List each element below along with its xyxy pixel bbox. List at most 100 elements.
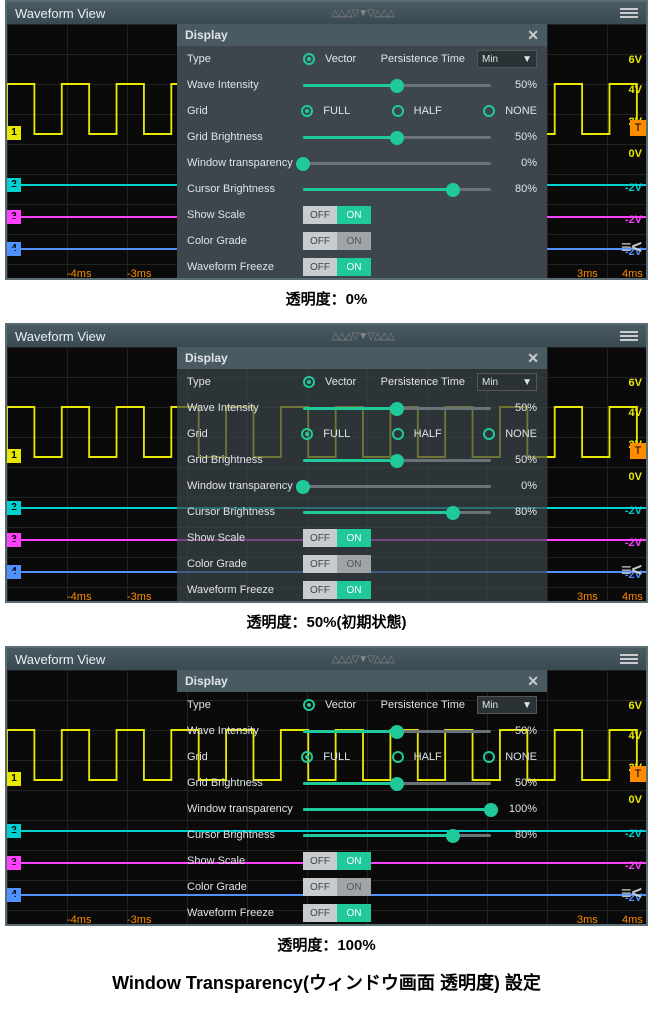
slider[interactable] xyxy=(303,776,491,790)
toggle-off[interactable]: OFF xyxy=(303,232,337,250)
radio-half[interactable] xyxy=(392,428,404,440)
window-titlebar[interactable]: Waveform View △△△▽▼▽△△△ xyxy=(7,648,646,670)
close-icon[interactable]: ✕ xyxy=(527,27,539,44)
toggle-on[interactable]: ON xyxy=(337,555,371,573)
toggle-off[interactable]: OFF xyxy=(303,878,337,896)
close-icon[interactable]: ✕ xyxy=(527,350,539,367)
dialog-titlebar[interactable]: Display ✕ xyxy=(177,24,547,46)
menu-icon[interactable] xyxy=(620,329,638,343)
toggle[interactable]: OFFON xyxy=(303,555,371,573)
toggle[interactable]: OFFON xyxy=(303,904,371,922)
expand-icon[interactable]: ≡< xyxy=(621,883,642,904)
slider[interactable] xyxy=(303,505,491,519)
toggle-off[interactable]: OFF xyxy=(303,529,337,547)
slider-value: 50% xyxy=(497,725,537,737)
toggle-off[interactable]: OFF xyxy=(303,852,337,870)
radio-full[interactable] xyxy=(301,751,313,763)
toggle[interactable]: OFFON xyxy=(303,529,371,547)
toggle-on[interactable]: ON xyxy=(337,206,371,224)
slider[interactable] xyxy=(303,401,491,415)
waveform-freeze-label: Waveform Freeze xyxy=(187,907,297,919)
wave-intensity-label: Wave Intensity xyxy=(187,402,297,414)
oscilloscope-window: Waveform View △△△▽▼▽△△△ 6V4V2V0V-2V-2V-2… xyxy=(5,646,648,926)
radio-half[interactable] xyxy=(392,751,404,763)
chevron-down-icon: ▼ xyxy=(522,377,532,388)
caption-0: 透明度：0% xyxy=(0,288,653,309)
radio-vector[interactable] xyxy=(303,53,315,65)
toggle[interactable]: OFFON xyxy=(303,232,371,250)
trigger-badge[interactable]: T xyxy=(630,766,646,782)
toggle-on[interactable]: ON xyxy=(337,904,371,922)
toggle[interactable]: OFFON xyxy=(303,878,371,896)
persistence-select[interactable]: Min▼ xyxy=(477,373,537,391)
dialog-titlebar[interactable]: Display ✕ xyxy=(177,347,547,369)
display-dialog: Display ✕ Type Vector Persistence Time M… xyxy=(177,347,547,603)
x-axis-label: -3ms xyxy=(127,914,151,926)
grid-brightness-label: Grid Brightness xyxy=(187,777,297,789)
persistence-select[interactable]: Min▼ xyxy=(477,696,537,714)
toggle-on[interactable]: ON xyxy=(337,232,371,250)
toggle-on[interactable]: ON xyxy=(337,581,371,599)
radio-vector[interactable] xyxy=(303,376,315,388)
persistence-select[interactable]: Min▼ xyxy=(477,50,537,68)
window-titlebar[interactable]: Waveform View △△△▽▼▽△△△ xyxy=(7,325,646,347)
radio-vector[interactable] xyxy=(303,699,315,711)
titlebar-decoration: △△△▽▼▽△△△ xyxy=(331,654,393,665)
toggle-off[interactable]: OFF xyxy=(303,581,337,599)
wave-intensity-label: Wave Intensity xyxy=(187,79,297,91)
radio-none[interactable] xyxy=(483,428,495,440)
waveform-freeze-label: Waveform Freeze xyxy=(187,261,297,273)
slider[interactable] xyxy=(303,802,491,816)
radio-half[interactable] xyxy=(392,105,404,117)
vector-label: Vector xyxy=(325,376,356,388)
window-title: Waveform View xyxy=(15,6,105,21)
y-axis-label: 6V xyxy=(629,54,642,66)
toggle[interactable]: OFFON xyxy=(303,852,371,870)
scope-canvas: 6V4V2V0V-2V-2V-2V1234-4ms-3ms3ms4ms T ≡<… xyxy=(7,24,646,280)
radio-none[interactable] xyxy=(483,105,495,117)
slider[interactable] xyxy=(303,78,491,92)
expand-icon[interactable]: ≡< xyxy=(621,237,642,258)
slider[interactable] xyxy=(303,156,491,170)
toggle-on[interactable]: ON xyxy=(337,852,371,870)
toggle-off[interactable]: OFF xyxy=(303,258,337,276)
menu-icon[interactable] xyxy=(620,6,638,20)
x-axis-label: 3ms xyxy=(577,914,598,926)
trigger-badge[interactable]: T xyxy=(630,443,646,459)
y-axis-label: 0V xyxy=(629,148,642,160)
toggle-off[interactable]: OFF xyxy=(303,904,337,922)
toggle[interactable]: OFFON xyxy=(303,206,371,224)
toggle-off[interactable]: OFF xyxy=(303,555,337,573)
type-label: Type xyxy=(187,376,297,388)
toggle-on[interactable]: ON xyxy=(337,878,371,896)
toggle-on[interactable]: ON xyxy=(337,529,371,547)
toggle-on[interactable]: ON xyxy=(337,258,371,276)
toggle-off[interactable]: OFF xyxy=(303,206,337,224)
menu-icon[interactable] xyxy=(620,652,638,666)
expand-icon[interactable]: ≡< xyxy=(621,560,642,581)
dialog-titlebar[interactable]: Display ✕ xyxy=(177,670,547,692)
slider-value: 0% xyxy=(497,480,537,492)
toggle[interactable]: OFFON xyxy=(303,581,371,599)
slider[interactable] xyxy=(303,453,491,467)
slider-value: 80% xyxy=(497,506,537,518)
radio-none[interactable] xyxy=(483,751,495,763)
slider[interactable] xyxy=(303,479,491,493)
cursor-brightness-label: Cursor Brightness xyxy=(187,183,297,195)
slider[interactable] xyxy=(303,130,491,144)
radio-full[interactable] xyxy=(301,105,313,117)
vector-label: Vector xyxy=(325,53,356,65)
window-titlebar[interactable]: Waveform View △△△▽▼▽△△△ xyxy=(7,2,646,24)
chevron-down-icon: ▼ xyxy=(522,700,532,711)
close-icon[interactable]: ✕ xyxy=(527,673,539,690)
scope-canvas: 6V4V2V0V-2V-2V-2V1234-4ms-3ms3ms4ms T ≡<… xyxy=(7,347,646,603)
radio-full[interactable] xyxy=(301,428,313,440)
slider[interactable] xyxy=(303,828,491,842)
toggle[interactable]: OFFON xyxy=(303,258,371,276)
chevron-down-icon: ▼ xyxy=(522,54,532,65)
slider[interactable] xyxy=(303,724,491,738)
waveform-freeze-label: Waveform Freeze xyxy=(187,584,297,596)
trigger-badge[interactable]: T xyxy=(630,120,646,136)
slider[interactable] xyxy=(303,182,491,196)
type-label: Type xyxy=(187,53,297,65)
